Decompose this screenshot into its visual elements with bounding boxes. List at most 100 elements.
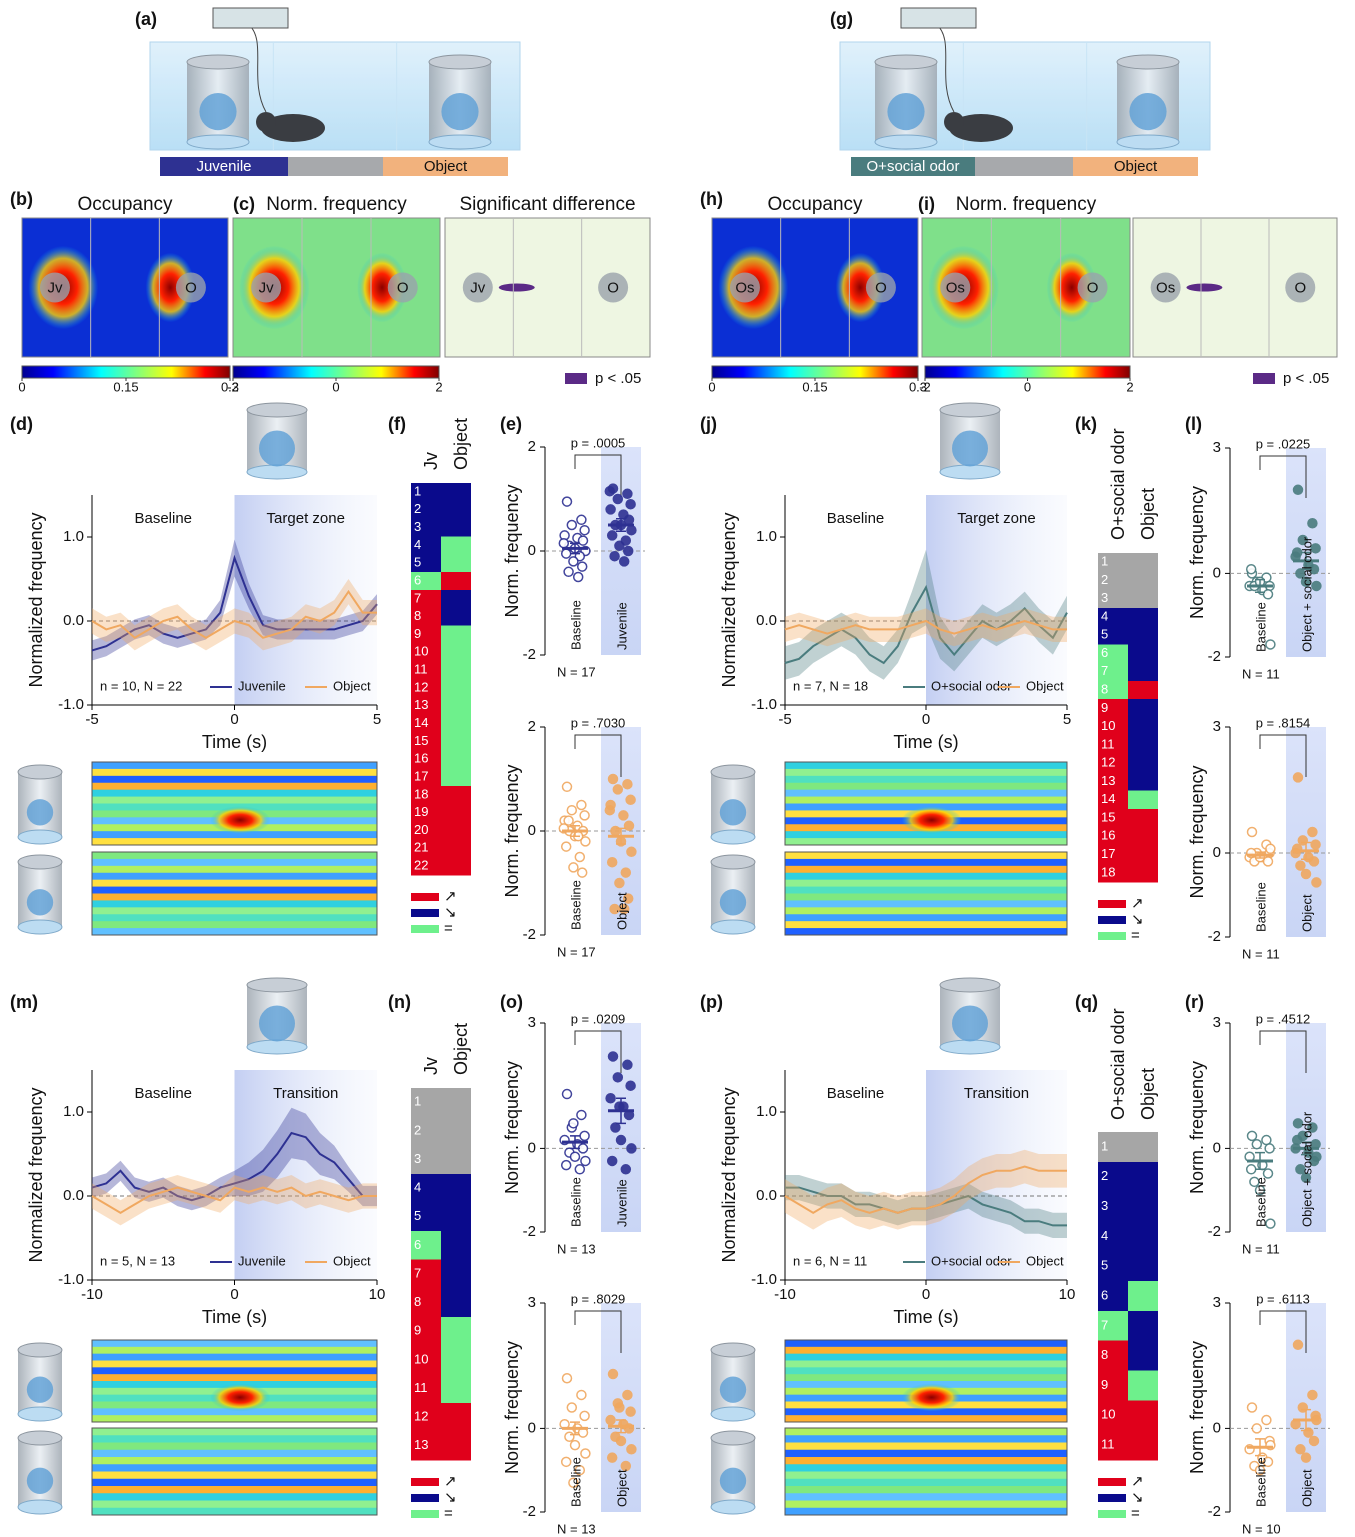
cell-id: 17 [1101, 846, 1115, 861]
cylinder-disc [26, 1376, 54, 1403]
legend-swatch [411, 909, 439, 917]
cell-block [441, 554, 471, 573]
dot [576, 867, 588, 878]
cell-block [1098, 845, 1128, 865]
colorbar-label: 0 [332, 379, 339, 394]
cell-block [1128, 1281, 1158, 1312]
n-note: N = 13 [557, 1241, 596, 1256]
heatmap-frame [91, 1427, 378, 1516]
colorbar-label: 0.15 [802, 379, 827, 394]
cell-id: 2 [414, 501, 421, 516]
cell-id: 19 [414, 804, 428, 819]
cell-block [1128, 863, 1158, 883]
x-category-label: Juvenile [614, 602, 629, 650]
cell-block [1098, 1400, 1128, 1431]
dot [607, 773, 619, 785]
cell-id: 3 [414, 1151, 421, 1166]
cell-block [1128, 717, 1158, 737]
column-header: Object [1138, 1068, 1158, 1120]
n-note: N = 17 [557, 664, 596, 679]
zone-bar [1073, 157, 1198, 176]
x-category-label: Object + social odor [1299, 1111, 1314, 1227]
dot [615, 1134, 627, 1146]
heatmap-row [92, 838, 377, 846]
cell-block [1098, 607, 1128, 627]
error-band [92, 579, 377, 651]
cell-block [441, 518, 471, 537]
cell-block [1128, 699, 1158, 718]
dot [625, 794, 636, 806]
y-tick-label: 1.0 [756, 528, 777, 545]
cell-block [411, 1173, 441, 1203]
chart-note: n = 6, N = 11 [793, 1253, 867, 1268]
colorbar-label: 0.15 [113, 379, 138, 394]
dot [1251, 1423, 1263, 1434]
sem-bar [616, 518, 626, 532]
recorder [212, 7, 289, 29]
cell-block [1128, 1132, 1158, 1163]
heatmap-row [92, 1353, 377, 1361]
cylinder-top [246, 402, 308, 418]
dot [1265, 639, 1276, 650]
dot [614, 1402, 625, 1413]
cell-block [1128, 607, 1158, 627]
cell-id: 4 [1101, 1228, 1108, 1243]
dot [1292, 1118, 1304, 1129]
cell-block [441, 679, 471, 698]
heatmap-row [92, 921, 377, 929]
y-tick-label: 0 [528, 1139, 536, 1156]
cell-block [1098, 553, 1128, 572]
heatmap-hot [210, 1383, 271, 1412]
dot [576, 1109, 587, 1121]
cylinder-disc [26, 889, 54, 916]
cell-block [1098, 626, 1128, 645]
legend-symbol: ↘ [1131, 1489, 1144, 1506]
dot [579, 524, 590, 536]
dot [622, 488, 633, 500]
dot [1254, 1184, 1266, 1196]
y-tick-label: -2 [1208, 1503, 1221, 1520]
cell-block [441, 1402, 471, 1432]
heatmap-row [92, 1464, 377, 1472]
zone-label: O [185, 279, 197, 296]
heatmap-row [785, 1500, 1067, 1509]
heatmap-frame [784, 851, 1068, 936]
annotation: Baseline [134, 1085, 192, 1102]
heatmap-row [92, 865, 377, 874]
p-value: p = .4512 [1256, 1011, 1311, 1026]
cell-block [411, 518, 441, 537]
map-title: Occupancy [77, 194, 173, 215]
heatmap-row [785, 1346, 1067, 1355]
y-tick-label: 2 [528, 718, 536, 735]
panel-letter: (j) [700, 414, 717, 434]
heatmap-row [92, 782, 377, 791]
dot [1251, 1138, 1263, 1150]
heatmap-hot [901, 806, 962, 835]
y-axis-label: Norm. frequency [502, 1341, 522, 1474]
legend-swatch [411, 1494, 439, 1502]
n-note: N = 10 [1242, 1521, 1281, 1536]
sem-bar [616, 1419, 626, 1434]
dot [620, 1164, 632, 1175]
p-value: p = .0209 [571, 1011, 626, 1026]
cylinder-disc [26, 1467, 54, 1494]
panel-letter: (q) [1075, 992, 1098, 1012]
cell-block [411, 607, 441, 626]
cylinder-top [710, 1430, 756, 1446]
colorbar-label: -2 [919, 379, 931, 394]
annotation: Target zone [267, 510, 345, 527]
cell-block [1128, 827, 1158, 846]
cell-block [1098, 772, 1128, 792]
bracket [1259, 734, 1307, 777]
dot [623, 514, 635, 526]
sem-bar [616, 827, 626, 845]
cylinder-top [17, 1430, 63, 1446]
cell-id: 11 [1101, 1437, 1115, 1452]
cell-block [441, 857, 471, 876]
heatmap-row [785, 789, 1067, 798]
cell-block [441, 536, 471, 555]
cell-id: 7 [1101, 1317, 1108, 1332]
cell-id: 16 [1101, 828, 1115, 843]
heatmap-row [92, 775, 377, 784]
x-tick-label: 5 [373, 711, 381, 728]
